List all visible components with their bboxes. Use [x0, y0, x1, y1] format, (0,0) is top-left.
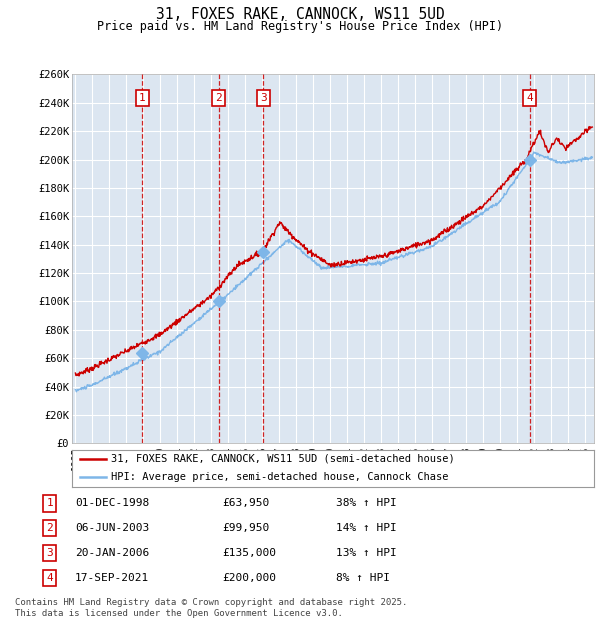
Text: Price paid vs. HM Land Registry's House Price Index (HPI): Price paid vs. HM Land Registry's House … [97, 20, 503, 33]
Text: 8% ↑ HPI: 8% ↑ HPI [336, 573, 390, 583]
Text: £200,000: £200,000 [222, 573, 276, 583]
Text: Contains HM Land Registry data © Crown copyright and database right 2025.
This d: Contains HM Land Registry data © Crown c… [15, 598, 407, 618]
Text: 4: 4 [526, 94, 533, 104]
Text: 4: 4 [46, 573, 53, 583]
Text: 3: 3 [260, 94, 266, 104]
Text: 01-DEC-1998: 01-DEC-1998 [75, 498, 149, 508]
Text: 3: 3 [46, 548, 53, 558]
Text: 31, FOXES RAKE, CANNOCK, WS11 5UD: 31, FOXES RAKE, CANNOCK, WS11 5UD [155, 7, 445, 22]
Text: £135,000: £135,000 [222, 548, 276, 558]
Text: 14% ↑ HPI: 14% ↑ HPI [336, 523, 397, 533]
Text: 1: 1 [46, 498, 53, 508]
Text: 2: 2 [46, 523, 53, 533]
Text: 17-SEP-2021: 17-SEP-2021 [75, 573, 149, 583]
Text: 2: 2 [215, 94, 222, 104]
Text: 31, FOXES RAKE, CANNOCK, WS11 5UD (semi-detached house): 31, FOXES RAKE, CANNOCK, WS11 5UD (semi-… [111, 454, 455, 464]
Text: 1: 1 [139, 94, 145, 104]
Text: 06-JUN-2003: 06-JUN-2003 [75, 523, 149, 533]
Text: £63,950: £63,950 [222, 498, 269, 508]
Text: 20-JAN-2006: 20-JAN-2006 [75, 548, 149, 558]
Text: HPI: Average price, semi-detached house, Cannock Chase: HPI: Average price, semi-detached house,… [111, 472, 449, 482]
Text: £99,950: £99,950 [222, 523, 269, 533]
Text: 13% ↑ HPI: 13% ↑ HPI [336, 548, 397, 558]
Text: 38% ↑ HPI: 38% ↑ HPI [336, 498, 397, 508]
